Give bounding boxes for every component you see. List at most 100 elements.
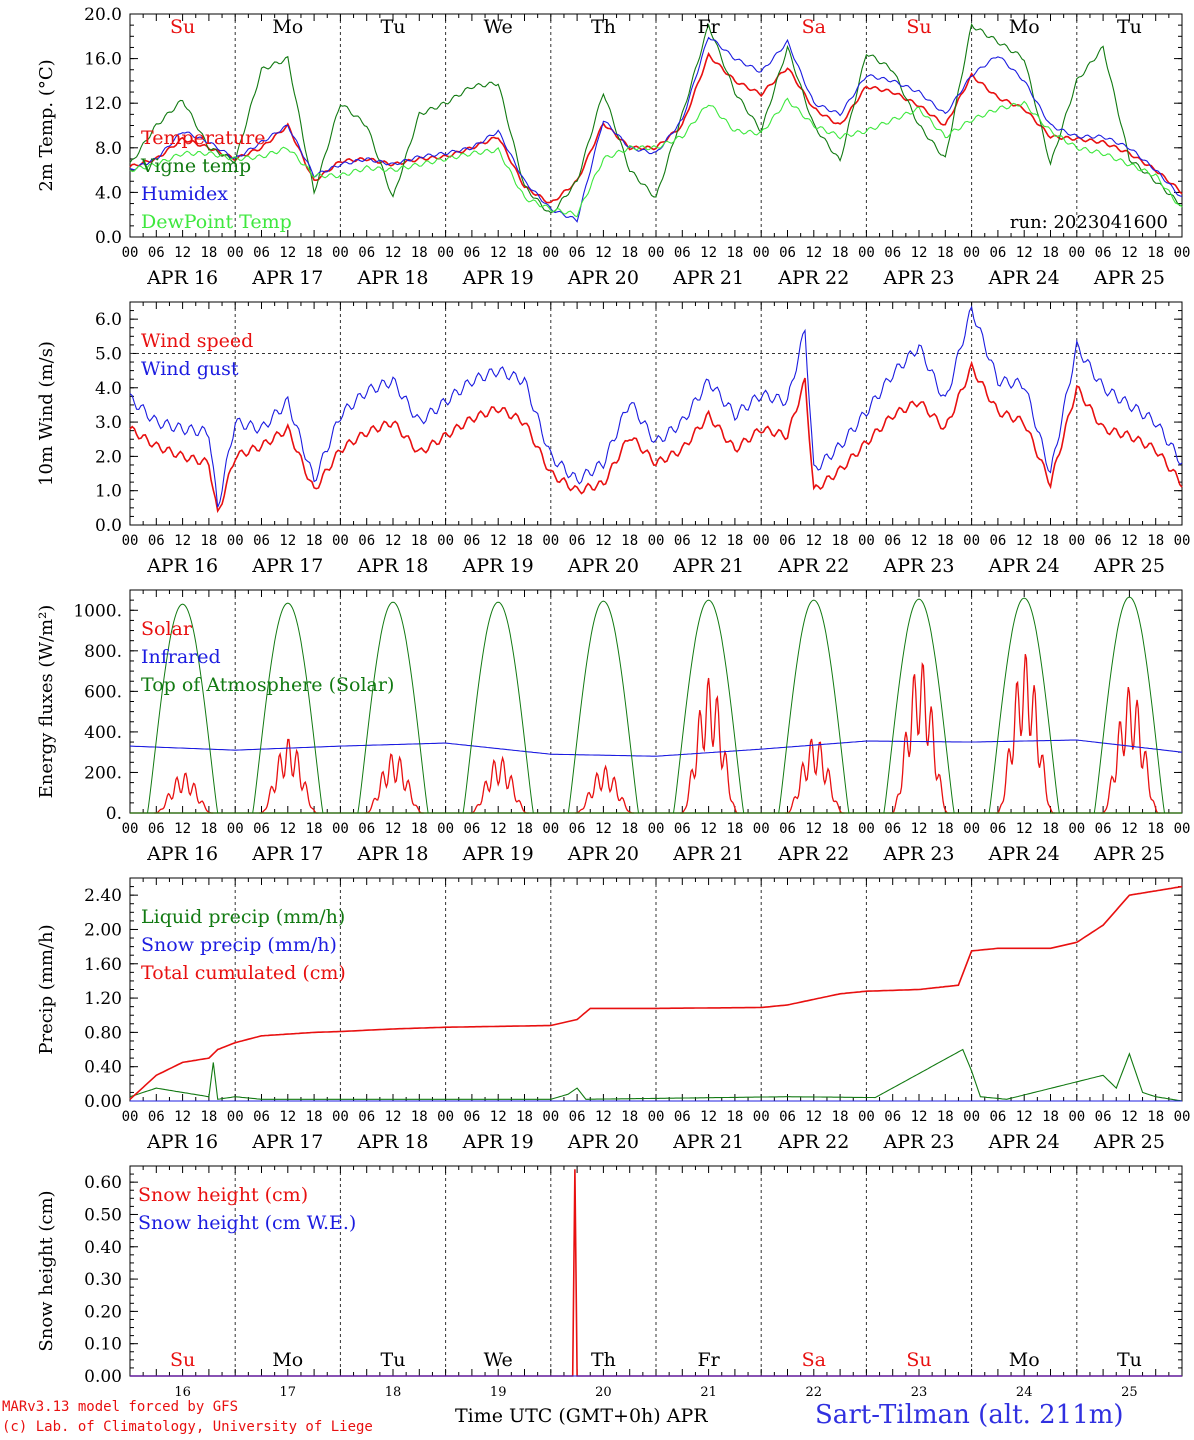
day-name: Su [170, 1349, 195, 1371]
legend-wind-speed: Wind speed [141, 330, 253, 352]
series-line-solar [785, 738, 845, 814]
y-tick-label: 20.0 [84, 5, 122, 25]
date-label: APR 24 [988, 267, 1060, 289]
series-line-top-of-atmosphere-solar- [250, 602, 326, 814]
date-label: APR 17 [251, 555, 323, 577]
hour-label: 12 [385, 533, 402, 549]
day-name: Th [591, 16, 616, 38]
hour-label: 06 [358, 1109, 375, 1125]
date-label: APR 18 [356, 267, 428, 289]
date-label: APR 25 [1093, 555, 1165, 577]
day-name: Fr [697, 16, 720, 38]
hour-label: 00 [648, 245, 665, 261]
legend-vigne-temp: Vigne temp [140, 155, 251, 177]
hour-label: 12 [490, 533, 507, 549]
hour-label: 06 [358, 533, 375, 549]
series-line-temperature [129, 51, 1183, 204]
day-name: Tu [381, 1349, 406, 1371]
date-label: APR 17 [251, 267, 323, 289]
hour-label: 06 [253, 821, 270, 837]
hour-label: 06 [989, 533, 1006, 549]
day-name: Sa [802, 16, 826, 38]
day-name: We [484, 1349, 513, 1371]
hour-label: 00 [963, 533, 980, 549]
date-label: APR 23 [882, 1131, 954, 1153]
panel-frame [129, 589, 1183, 814]
date-label: APR 20 [567, 1131, 639, 1153]
series-line-top-of-atmosphere-solar- [881, 598, 957, 814]
hour-label: 12 [805, 245, 822, 261]
hour-label: 12 [700, 821, 717, 837]
series-line-solar [469, 755, 529, 814]
hour-label: 18 [726, 821, 743, 837]
hour-label: 12 [700, 533, 717, 549]
hour-label: 06 [569, 245, 586, 261]
y-tick-label: 0.40 [84, 1238, 122, 1258]
hour-label: 18 [937, 1109, 954, 1125]
y-tick-label: 0.00 [84, 1092, 122, 1112]
date-label: APR 18 [356, 1131, 428, 1153]
hour-label: 18 [832, 533, 849, 549]
hour-label: 00 [1174, 533, 1191, 549]
day-name: Mo [272, 16, 303, 38]
hour-label: 12 [805, 821, 822, 837]
hour-label: 12 [1121, 533, 1138, 549]
date-label: APR 21 [672, 267, 744, 289]
day-name: Mo [1009, 16, 1040, 38]
hour-label: 12 [911, 821, 928, 837]
hour-label: 12 [385, 821, 402, 837]
y-tick-label: 12.0 [84, 94, 122, 114]
hour-label: 12 [174, 533, 191, 549]
y-tick-label: 4.0 [95, 183, 122, 203]
day-number: 21 [700, 1385, 717, 1400]
hour-label: 12 [490, 245, 507, 261]
hour-label: 18 [1042, 245, 1059, 261]
hour-label: 00 [542, 821, 559, 837]
legend-humidex: Humidex [141, 183, 228, 205]
hour-label: 00 [227, 821, 244, 837]
y-tick-label: 1.0 [95, 482, 122, 502]
hour-label: 12 [700, 1109, 717, 1125]
hour-label: 00 [542, 1109, 559, 1125]
y-tick-label: 2.0 [95, 447, 122, 467]
hour-label: 06 [148, 245, 165, 261]
hour-label: 12 [490, 821, 507, 837]
hour-label: 06 [463, 533, 480, 549]
hour-label: 18 [1147, 1109, 1164, 1125]
hour-label: 06 [253, 533, 270, 549]
hour-label: 00 [648, 533, 665, 549]
series-line-top-of-atmosphere-solar- [986, 597, 1062, 814]
date-label: APR 22 [777, 267, 849, 289]
y-tick-label: 5.0 [95, 344, 122, 364]
hour-label: 00 [858, 821, 875, 837]
hour-label: 00 [1068, 821, 1085, 837]
day-number: 16 [174, 1385, 191, 1400]
hour-label: 06 [884, 533, 901, 549]
date-label: APR 16 [146, 1131, 218, 1153]
series-line-top-of-atmosphere-solar- [145, 603, 220, 814]
y-tick-label: 6.0 [95, 310, 122, 330]
hour-label: 06 [148, 533, 165, 549]
hour-label: 18 [411, 245, 428, 261]
hour-label: 06 [1095, 821, 1112, 837]
date-label: APR 22 [777, 555, 849, 577]
hour-label: 12 [279, 245, 296, 261]
y-tick-label: 8.0 [95, 139, 122, 159]
y-tick-label: 2.00 [84, 920, 122, 940]
hour-label: 06 [1095, 245, 1112, 261]
hour-label: 12 [911, 245, 928, 261]
hour-label: 06 [463, 245, 480, 261]
hour-label: 06 [674, 533, 691, 549]
y-tick-label: 400. [84, 723, 122, 743]
date-label: APR 23 [882, 267, 954, 289]
day-name: Su [906, 16, 931, 38]
y-tick-label: 0.20 [84, 1302, 122, 1322]
hour-label: 00 [753, 821, 770, 837]
hour-label: 12 [595, 245, 612, 261]
hour-label: 06 [463, 821, 480, 837]
hour-label: 00 [437, 533, 454, 549]
series-line-humidex [129, 36, 1183, 223]
y-tick-label: 0.10 [84, 1335, 122, 1355]
hour-label: 00 [227, 245, 244, 261]
day-name: Fr [697, 1349, 720, 1371]
